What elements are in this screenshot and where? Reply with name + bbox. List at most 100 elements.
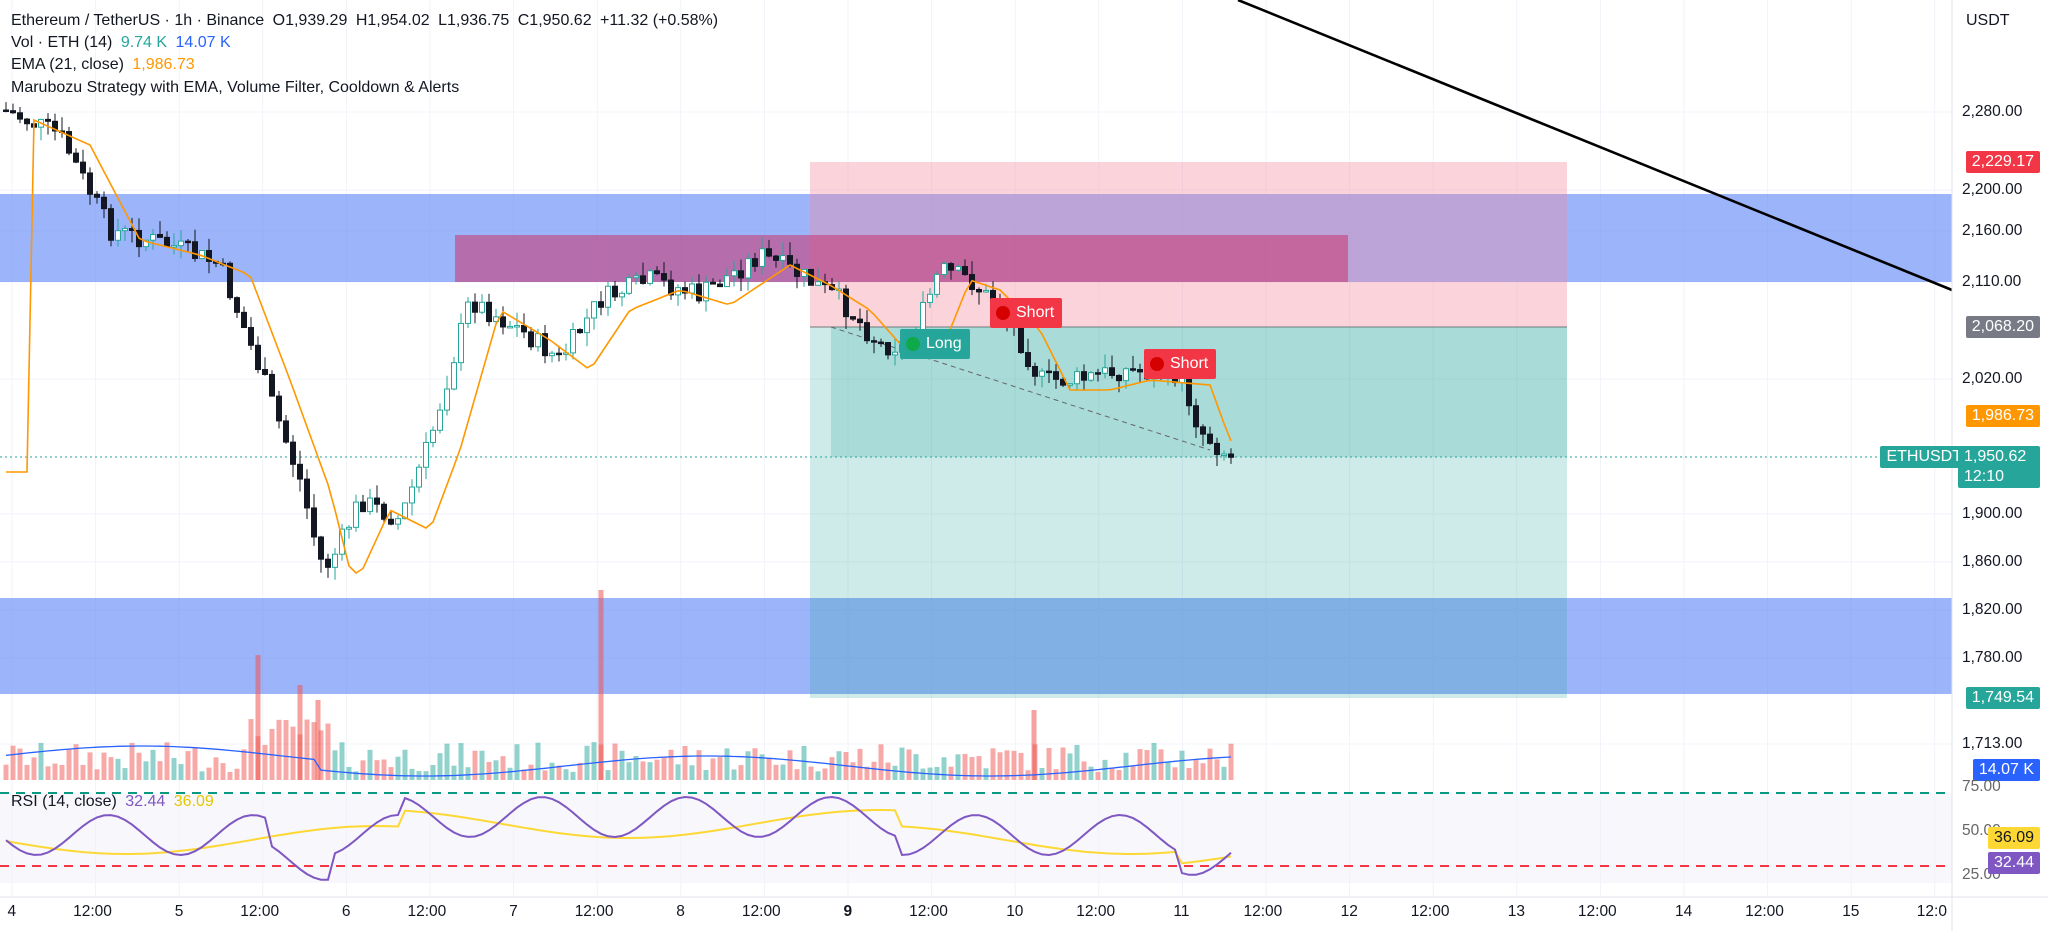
candle-body[interactable] [206,250,212,262]
candle-body[interactable] [703,281,709,302]
candle-body[interactable] [507,325,513,329]
long-signal[interactable]: Long [900,329,970,359]
candle-body[interactable] [73,152,79,163]
candle-body[interactable] [731,270,737,277]
candle-body[interactable] [647,270,653,284]
candle-body[interactable] [1088,372,1094,381]
candle-body[interactable] [934,273,940,295]
candle-body[interactable] [451,362,457,390]
candle-body[interactable] [3,109,9,112]
candle-body[interactable] [535,333,541,348]
candle-body[interactable] [325,558,331,568]
candle-body[interactable] [108,208,114,241]
candle-body[interactable] [1081,371,1087,381]
candle-body[interactable] [689,283,695,294]
candle-body[interactable] [843,288,849,318]
candle-body[interactable] [1214,442,1220,455]
short-signal-1[interactable]: Short [990,298,1063,328]
candle-body[interactable] [479,301,485,313]
candle-body[interactable] [626,277,632,294]
candle-body[interactable] [766,248,772,257]
candle-body[interactable] [346,526,352,530]
candle-body[interactable] [1137,369,1143,373]
candle-body[interactable] [955,266,961,271]
candle-body[interactable] [787,255,793,265]
candle-body[interactable] [17,112,23,120]
candle-body[interactable] [332,553,338,568]
candle-body[interactable] [808,268,814,286]
candle-body[interactable] [423,441,429,468]
candle-body[interactable] [857,318,863,324]
candle-body[interactable] [871,340,877,343]
candle-body[interactable] [1116,374,1122,382]
candle-body[interactable] [983,289,989,293]
candle-body[interactable] [1207,433,1213,444]
candle-body[interactable] [1109,367,1115,376]
candle-body[interactable] [556,352,562,356]
candle-body[interactable] [780,255,786,261]
candle-body[interactable] [549,352,555,357]
candle-body[interactable] [360,501,366,513]
candle-body[interactable] [1130,368,1136,371]
candle-body[interactable] [234,297,240,313]
candle-body[interactable] [962,266,968,276]
candle-body[interactable] [304,478,310,509]
candle-body[interactable] [262,369,268,375]
symbol-legend[interactable]: Ethereum / TetherUS · 1h · Binance O1,93… [11,12,722,30]
candle-body[interactable] [976,288,982,293]
candle-body[interactable] [521,325,527,333]
candle-body[interactable] [122,228,128,232]
candle-body[interactable] [94,193,100,198]
candle-body[interactable] [1221,453,1227,457]
candle-body[interactable] [150,233,156,241]
candle-body[interactable] [458,322,464,364]
candle-body[interactable] [794,263,800,277]
candle-body[interactable] [185,240,191,244]
candle-body[interactable] [283,420,289,443]
candle-body[interactable] [472,301,478,313]
candle-body[interactable] [1123,368,1129,382]
candle-body[interactable] [157,233,163,238]
candle-body[interactable] [528,331,534,348]
candle-body[interactable] [892,351,898,356]
candle-body[interactable] [1228,453,1234,458]
candle-body[interactable] [584,317,590,334]
candle-body[interactable] [255,344,261,371]
candle-body[interactable] [66,131,72,154]
candle-body[interactable] [101,196,107,210]
candle-body[interactable] [927,293,933,303]
candle-body[interactable] [164,236,170,247]
candle-body[interactable] [276,395,282,422]
candle-body[interactable] [612,285,618,298]
candle-body[interactable] [696,283,702,302]
candle-body[interactable] [1025,352,1031,367]
candle-body[interactable] [381,503,387,520]
supply-zone[interactable] [455,235,1348,282]
strategy-legend[interactable]: Marubozu Strategy with EMA, Volume Filte… [11,79,463,97]
candle-body[interactable] [52,120,58,132]
candle-body[interactable] [745,258,751,279]
candle-body[interactable] [192,241,198,260]
candle-body[interactable] [465,301,471,324]
candle-body[interactable] [374,497,380,505]
candle-body[interactable] [318,536,324,560]
descending-trend-line[interactable] [1237,0,1953,292]
candle-body[interactable] [10,110,16,114]
candle-body[interactable] [1200,426,1206,435]
candle-body[interactable] [577,329,583,334]
candle-body[interactable] [654,270,660,275]
candle-body[interactable] [710,281,716,285]
candle-body[interactable] [752,258,758,267]
candle-body[interactable] [1046,370,1052,374]
ema-legend[interactable]: EMA (21, close) 1,986.73 [11,56,199,74]
candle-body[interactable] [570,329,576,354]
candle-body[interactable] [353,501,359,528]
candle-body[interactable] [682,287,688,294]
candle-body[interactable] [633,275,639,279]
candle-body[interactable] [598,301,604,308]
candle-body[interactable] [486,301,492,323]
candle-body[interactable] [178,240,184,247]
candle-body[interactable] [437,409,443,431]
